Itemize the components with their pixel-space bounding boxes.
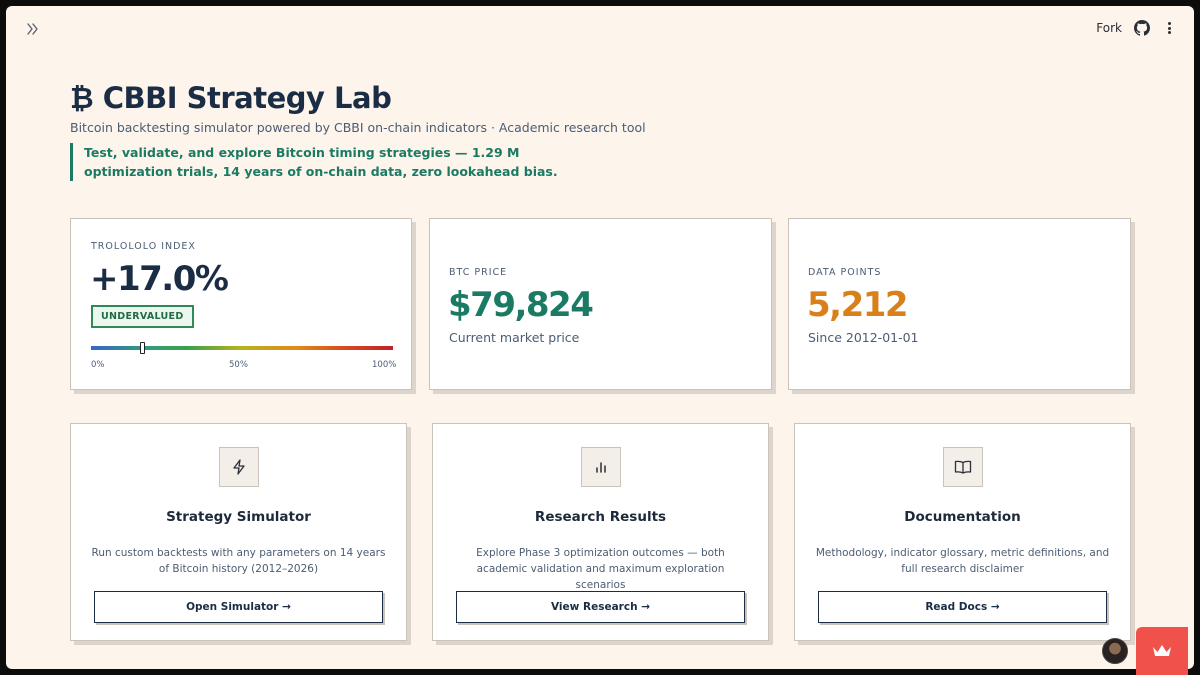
kebab-menu-icon[interactable] bbox=[1162, 20, 1176, 36]
feature-title: Research Results bbox=[534, 509, 667, 525]
github-icon[interactable] bbox=[1134, 20, 1150, 36]
view-research-button[interactable]: View Research → bbox=[456, 591, 745, 623]
feature-title: Strategy Simulator bbox=[166, 509, 311, 525]
read-docs-button[interactable]: Read Docs → bbox=[818, 591, 1107, 623]
double-chevron-right-icon bbox=[27, 23, 38, 35]
btc-price-label: BTC PRICE bbox=[449, 267, 508, 278]
open-book-icon bbox=[943, 447, 983, 487]
app-window: Fork ₿ CBBI Strategy Lab Bitcoin backtes… bbox=[6, 6, 1194, 669]
feature-description: Explore Phase 3 optimization outcomes — … bbox=[476, 547, 725, 591]
feature-title: Documentation bbox=[904, 509, 1021, 525]
page-title: ₿ CBBI Strategy Lab bbox=[70, 81, 392, 115]
data-points-label: DATA POINTS bbox=[808, 267, 882, 278]
btc-price-card: BTC PRICE $79,824 Current market price bbox=[429, 218, 772, 390]
gauge-tick-max: 100% bbox=[372, 360, 397, 370]
gauge-tick-mid: 50% bbox=[229, 360, 248, 370]
bar-chart-icon bbox=[581, 447, 621, 487]
fork-button[interactable]: Fork bbox=[1096, 21, 1122, 35]
feature-description: Methodology, indicator glossary, metric … bbox=[815, 547, 1110, 575]
avatar[interactable] bbox=[1102, 638, 1128, 664]
feature-description: Run custom backtests with any parameters… bbox=[91, 547, 386, 575]
trolololo-card: TROLOLOLO INDEX +17.0% UNDERVALUED 0% 50… bbox=[70, 218, 412, 390]
topbar-actions: Fork bbox=[1096, 20, 1176, 36]
trolololo-value: +17.0% bbox=[90, 259, 229, 299]
crown-icon bbox=[1153, 645, 1171, 656]
lightning-icon bbox=[219, 447, 259, 487]
gauge-tick-min: 0% bbox=[91, 360, 105, 370]
status-badge: UNDERVALUED bbox=[91, 305, 194, 328]
page-header: ₿ CBBI Strategy Lab Bitcoin backtesting … bbox=[70, 80, 646, 181]
feature-card-docs: Documentation Methodology, indicator glo… bbox=[794, 423, 1131, 641]
page-subtitle: Bitcoin backtesting simulator powered by… bbox=[70, 120, 646, 135]
sidebar-toggle-icon[interactable] bbox=[24, 21, 42, 39]
crown-badge-button[interactable] bbox=[1136, 627, 1188, 675]
feature-card-simulator: Strategy Simulator Run custom backtests … bbox=[70, 423, 407, 641]
open-simulator-button[interactable]: Open Simulator → bbox=[94, 591, 383, 623]
data-points-sub: Since 2012-01-01 bbox=[808, 330, 919, 345]
valuation-gauge bbox=[91, 346, 393, 350]
data-points-value: 5,212 bbox=[807, 285, 909, 325]
btc-price-sub: Current market price bbox=[449, 330, 580, 345]
page-tagline: Test, validate, and explore Bitcoin timi… bbox=[70, 143, 610, 181]
trolololo-label: TROLOLOLO INDEX bbox=[91, 241, 196, 252]
btc-price-value: $79,824 bbox=[448, 285, 594, 325]
data-points-card: DATA POINTS 5,212 Since 2012-01-01 bbox=[788, 218, 1131, 390]
feature-card-research: Research Results Explore Phase 3 optimiz… bbox=[432, 423, 769, 641]
gauge-marker bbox=[139, 342, 145, 354]
